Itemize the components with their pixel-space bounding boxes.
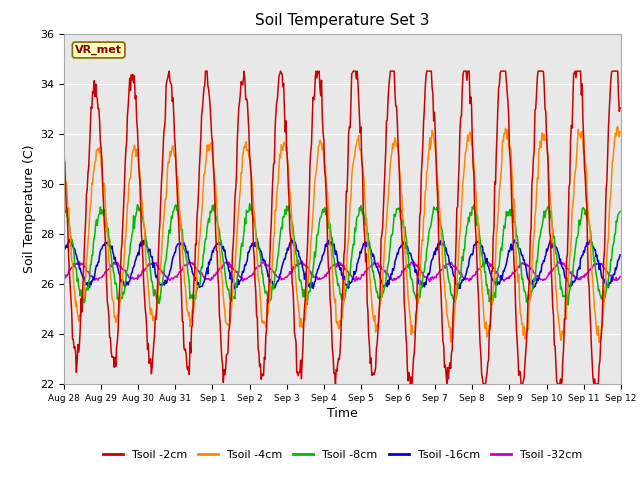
Line: Tsoil -8cm: Tsoil -8cm (64, 204, 620, 305)
Tsoil -4cm (184, 308, 191, 314)
Tsoil -16cm (412, 269, 419, 275)
Tsoil -32cm (428, 277, 435, 283)
Title: Soil Temperature Set 3: Soil Temperature Set 3 (255, 13, 429, 28)
Tsoil -16cm (184, 249, 191, 254)
Tsoil -2cm (60, 151, 68, 157)
Y-axis label: Soil Temperature (C): Soil Temperature (C) (23, 144, 36, 273)
Tsoil -32cm (213, 270, 221, 276)
Tsoil -32cm (426, 279, 434, 285)
Tsoil -32cm (616, 274, 624, 279)
Legend: Tsoil -2cm, Tsoil -4cm, Tsoil -8cm, Tsoil -16cm, Tsoil -32cm: Tsoil -2cm, Tsoil -4cm, Tsoil -8cm, Tsoi… (99, 445, 586, 465)
Tsoil -4cm (426, 135, 434, 141)
Tsoil -16cm (287, 236, 295, 241)
Tsoil -8cm (410, 290, 418, 296)
Tsoil -2cm (185, 364, 193, 370)
Tsoil -32cm (410, 259, 418, 265)
Tsoil -8cm (213, 218, 221, 224)
Text: VR_met: VR_met (75, 45, 122, 55)
Line: Tsoil -16cm: Tsoil -16cm (64, 239, 620, 288)
Tsoil -2cm (214, 274, 221, 279)
Tsoil -32cm (184, 262, 191, 267)
Tsoil -2cm (332, 381, 339, 387)
Tsoil -32cm (127, 276, 135, 282)
Tsoil -4cm (595, 339, 603, 345)
Tsoil -8cm (246, 201, 253, 207)
Tsoil -2cm (412, 335, 419, 340)
Tsoil -16cm (428, 259, 435, 264)
Tsoil -32cm (60, 276, 68, 282)
Tsoil -4cm (127, 166, 135, 171)
Tsoil -2cm (127, 72, 135, 78)
Tsoil -4cm (213, 207, 221, 213)
Line: Tsoil -32cm: Tsoil -32cm (64, 262, 620, 282)
Tsoil -16cm (213, 241, 221, 247)
Tsoil -4cm (616, 129, 624, 134)
Tsoil -8cm (127, 238, 135, 243)
Tsoil -2cm (165, 68, 173, 74)
Tsoil -8cm (427, 224, 435, 230)
Tsoil -8cm (564, 302, 572, 308)
Line: Tsoil -2cm: Tsoil -2cm (64, 71, 620, 384)
Tsoil -4cm (70, 285, 78, 290)
Tsoil -2cm (70, 345, 78, 351)
Tsoil -16cm (127, 271, 135, 276)
Tsoil -4cm (60, 163, 68, 169)
Tsoil -2cm (616, 105, 624, 111)
Tsoil -32cm (298, 259, 306, 264)
Tsoil -16cm (231, 286, 239, 291)
Tsoil -32cm (70, 264, 78, 270)
Tsoil -8cm (184, 270, 191, 276)
Tsoil -16cm (70, 245, 78, 251)
Tsoil -2cm (428, 68, 435, 74)
Tsoil -16cm (616, 252, 624, 258)
Tsoil -16cm (60, 248, 68, 254)
Line: Tsoil -4cm: Tsoil -4cm (64, 127, 620, 342)
Tsoil -8cm (70, 252, 78, 258)
Tsoil -4cm (410, 330, 417, 336)
Tsoil -8cm (616, 209, 624, 215)
Tsoil -8cm (60, 206, 68, 212)
X-axis label: Time: Time (327, 407, 358, 420)
Tsoil -4cm (614, 124, 621, 130)
